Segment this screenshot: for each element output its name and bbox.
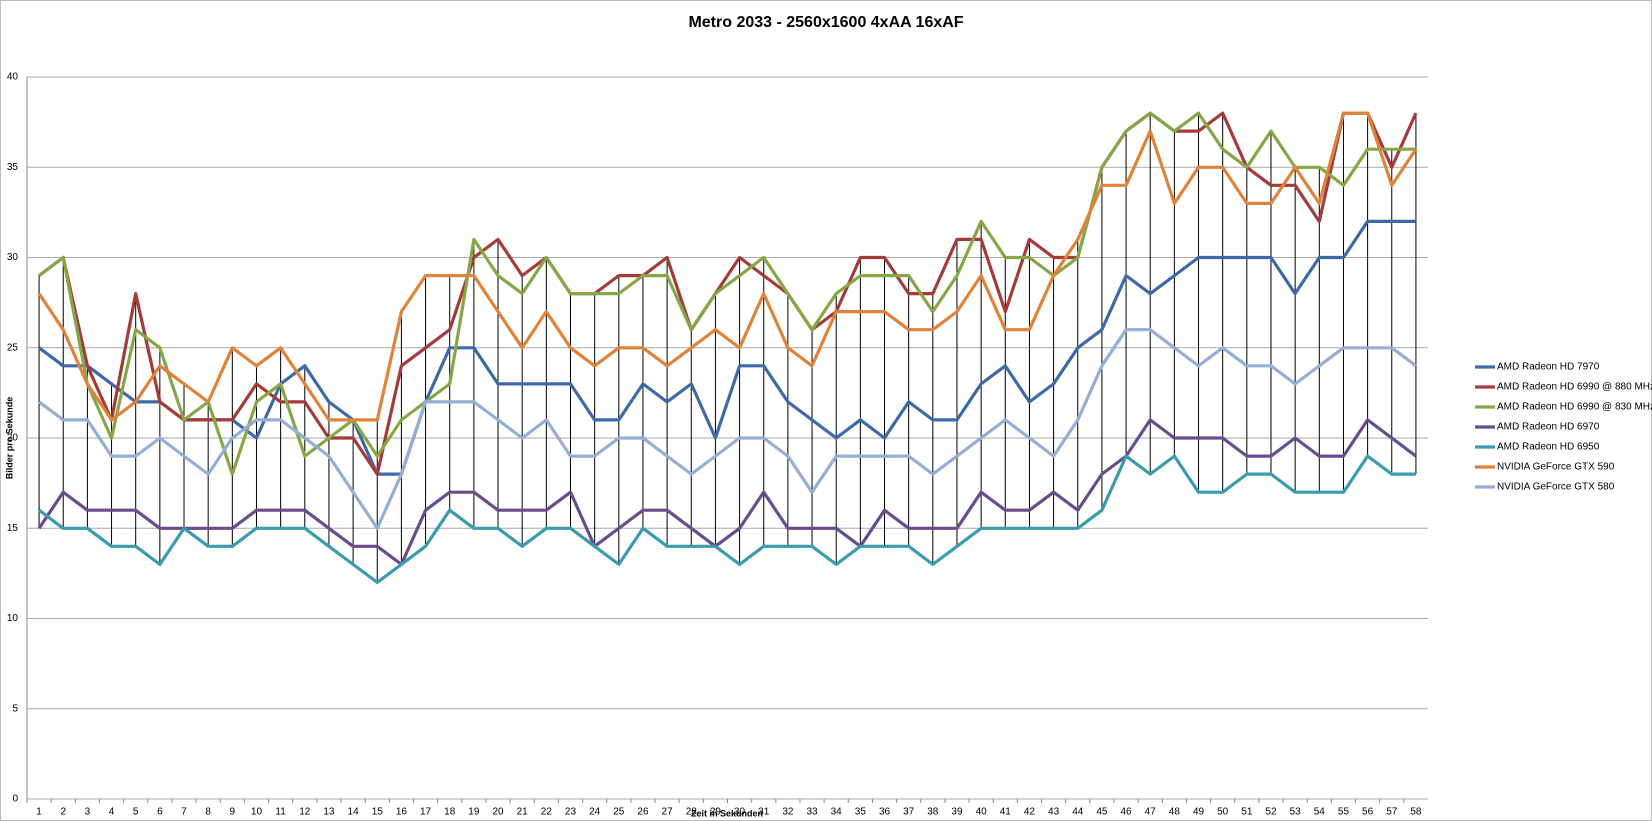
x-tick-label: 20	[492, 807, 504, 818]
series-line	[38, 111, 1416, 476]
legend-label: AMD Radeon HD 6990 @ 830 MHz	[1497, 402, 1652, 413]
y-tick-label: 25	[7, 342, 19, 353]
x-tick-label: 24	[589, 807, 601, 818]
x-tick-label: 43	[1048, 807, 1060, 818]
x-tick-label: 36	[879, 807, 891, 818]
x-tick-label: 55	[1338, 807, 1350, 818]
x-tick-label: 47	[1145, 807, 1157, 818]
x-tick-label: 3	[85, 807, 91, 818]
x-tick-label: 12	[299, 807, 311, 818]
x-tick-label: 27	[662, 807, 674, 818]
y-tick-label: 5	[12, 703, 18, 714]
x-tick-label: 19	[468, 807, 480, 818]
x-tick-label: 8	[205, 807, 211, 818]
legend-label: NVIDIA GeForce GTX 580	[1497, 482, 1615, 493]
x-tick-label: 40	[976, 807, 988, 818]
x-tick-label: 44	[1072, 807, 1084, 818]
x-tick-label: 46	[1120, 807, 1132, 818]
x-tick-label: 35	[855, 807, 867, 818]
x-tick-label: 38	[927, 807, 939, 818]
x-tick-label: 29	[710, 807, 722, 818]
y-tick-label: 20	[7, 433, 19, 444]
x-tick-label: 2	[60, 807, 66, 818]
x-tick-label: 50	[1217, 807, 1229, 818]
x-tick-label: 42	[1024, 807, 1036, 818]
legend-label: AMD Radeon HD 6950	[1497, 442, 1600, 453]
x-tick-label: 28	[686, 807, 698, 818]
x-tick-label: 58	[1410, 807, 1422, 818]
series-line	[37, 418, 1417, 567]
x-tick-label: 16	[396, 807, 408, 818]
y-tick-label: 40	[7, 72, 19, 83]
x-tick-label: 17	[420, 807, 432, 818]
series-line	[38, 219, 1416, 476]
x-tick-label: 21	[517, 807, 529, 818]
x-tick-label: 51	[1241, 807, 1253, 818]
series-line	[38, 454, 1416, 585]
x-tick-label: 4	[109, 807, 115, 818]
x-tick-label: 13	[323, 807, 335, 818]
x-axis-title: Zeit in Sekunden	[691, 808, 763, 818]
x-tick-label: 57	[1386, 807, 1398, 818]
x-tick-label: 23	[565, 807, 577, 818]
x-tick-label: 1	[36, 807, 42, 818]
y-tick-label: 30	[7, 252, 19, 263]
y-tick-label: 35	[7, 162, 19, 173]
x-tick-label: 33	[806, 807, 818, 818]
x-tick-label: 48	[1169, 807, 1181, 818]
x-tick-label: 32	[782, 807, 794, 818]
x-tick-label: 15	[372, 807, 384, 818]
x-tick-label: 37	[903, 807, 915, 818]
x-tick-label: 5	[133, 807, 139, 818]
x-tick-label: 52	[1265, 807, 1277, 818]
x-tick-label: 49	[1193, 807, 1205, 818]
x-tick-label: 10	[251, 807, 263, 818]
x-tick-label: 53	[1290, 807, 1302, 818]
x-tick-label: 30	[734, 807, 746, 818]
x-tick-label: 54	[1314, 807, 1326, 818]
x-tick-label: 56	[1362, 807, 1374, 818]
legend-label: AMD Radeon HD 6990 @ 880 MHz	[1497, 382, 1652, 393]
y-axis-title: Bilder pro Sekunde	[4, 397, 14, 480]
x-tick-label: 22	[541, 807, 553, 818]
x-tick-label: 25	[613, 807, 625, 818]
chart-title: Metro 2033 - 2560x1600 4xAA 16xAF	[688, 14, 963, 31]
x-tick-label: 14	[348, 807, 360, 818]
x-tick-label: 6	[157, 807, 163, 818]
series-line	[37, 111, 1418, 422]
legend-label: NVIDIA GeForce GTX 590	[1497, 462, 1615, 473]
x-tick-label: 31	[758, 807, 770, 818]
x-tick-label: 26	[637, 807, 649, 818]
x-tick-label: 9	[230, 807, 236, 818]
series-line	[38, 328, 1417, 530]
legend-label: AMD Radeon HD 6970	[1497, 422, 1600, 433]
x-tick-label: 18	[444, 807, 456, 818]
legend-label: AMD Radeon HD 7970	[1497, 362, 1600, 373]
x-tick-label: 11	[275, 807, 286, 818]
x-tick-label: 45	[1096, 807, 1108, 818]
x-tick-label: 41	[1000, 807, 1012, 818]
y-tick-label: 10	[7, 613, 19, 624]
x-tick-label: 39	[951, 807, 963, 818]
y-tick-label: 0	[12, 794, 18, 805]
x-tick-label: 34	[831, 807, 843, 818]
y-tick-label: 15	[7, 523, 19, 534]
x-tick-label: 7	[181, 807, 187, 818]
